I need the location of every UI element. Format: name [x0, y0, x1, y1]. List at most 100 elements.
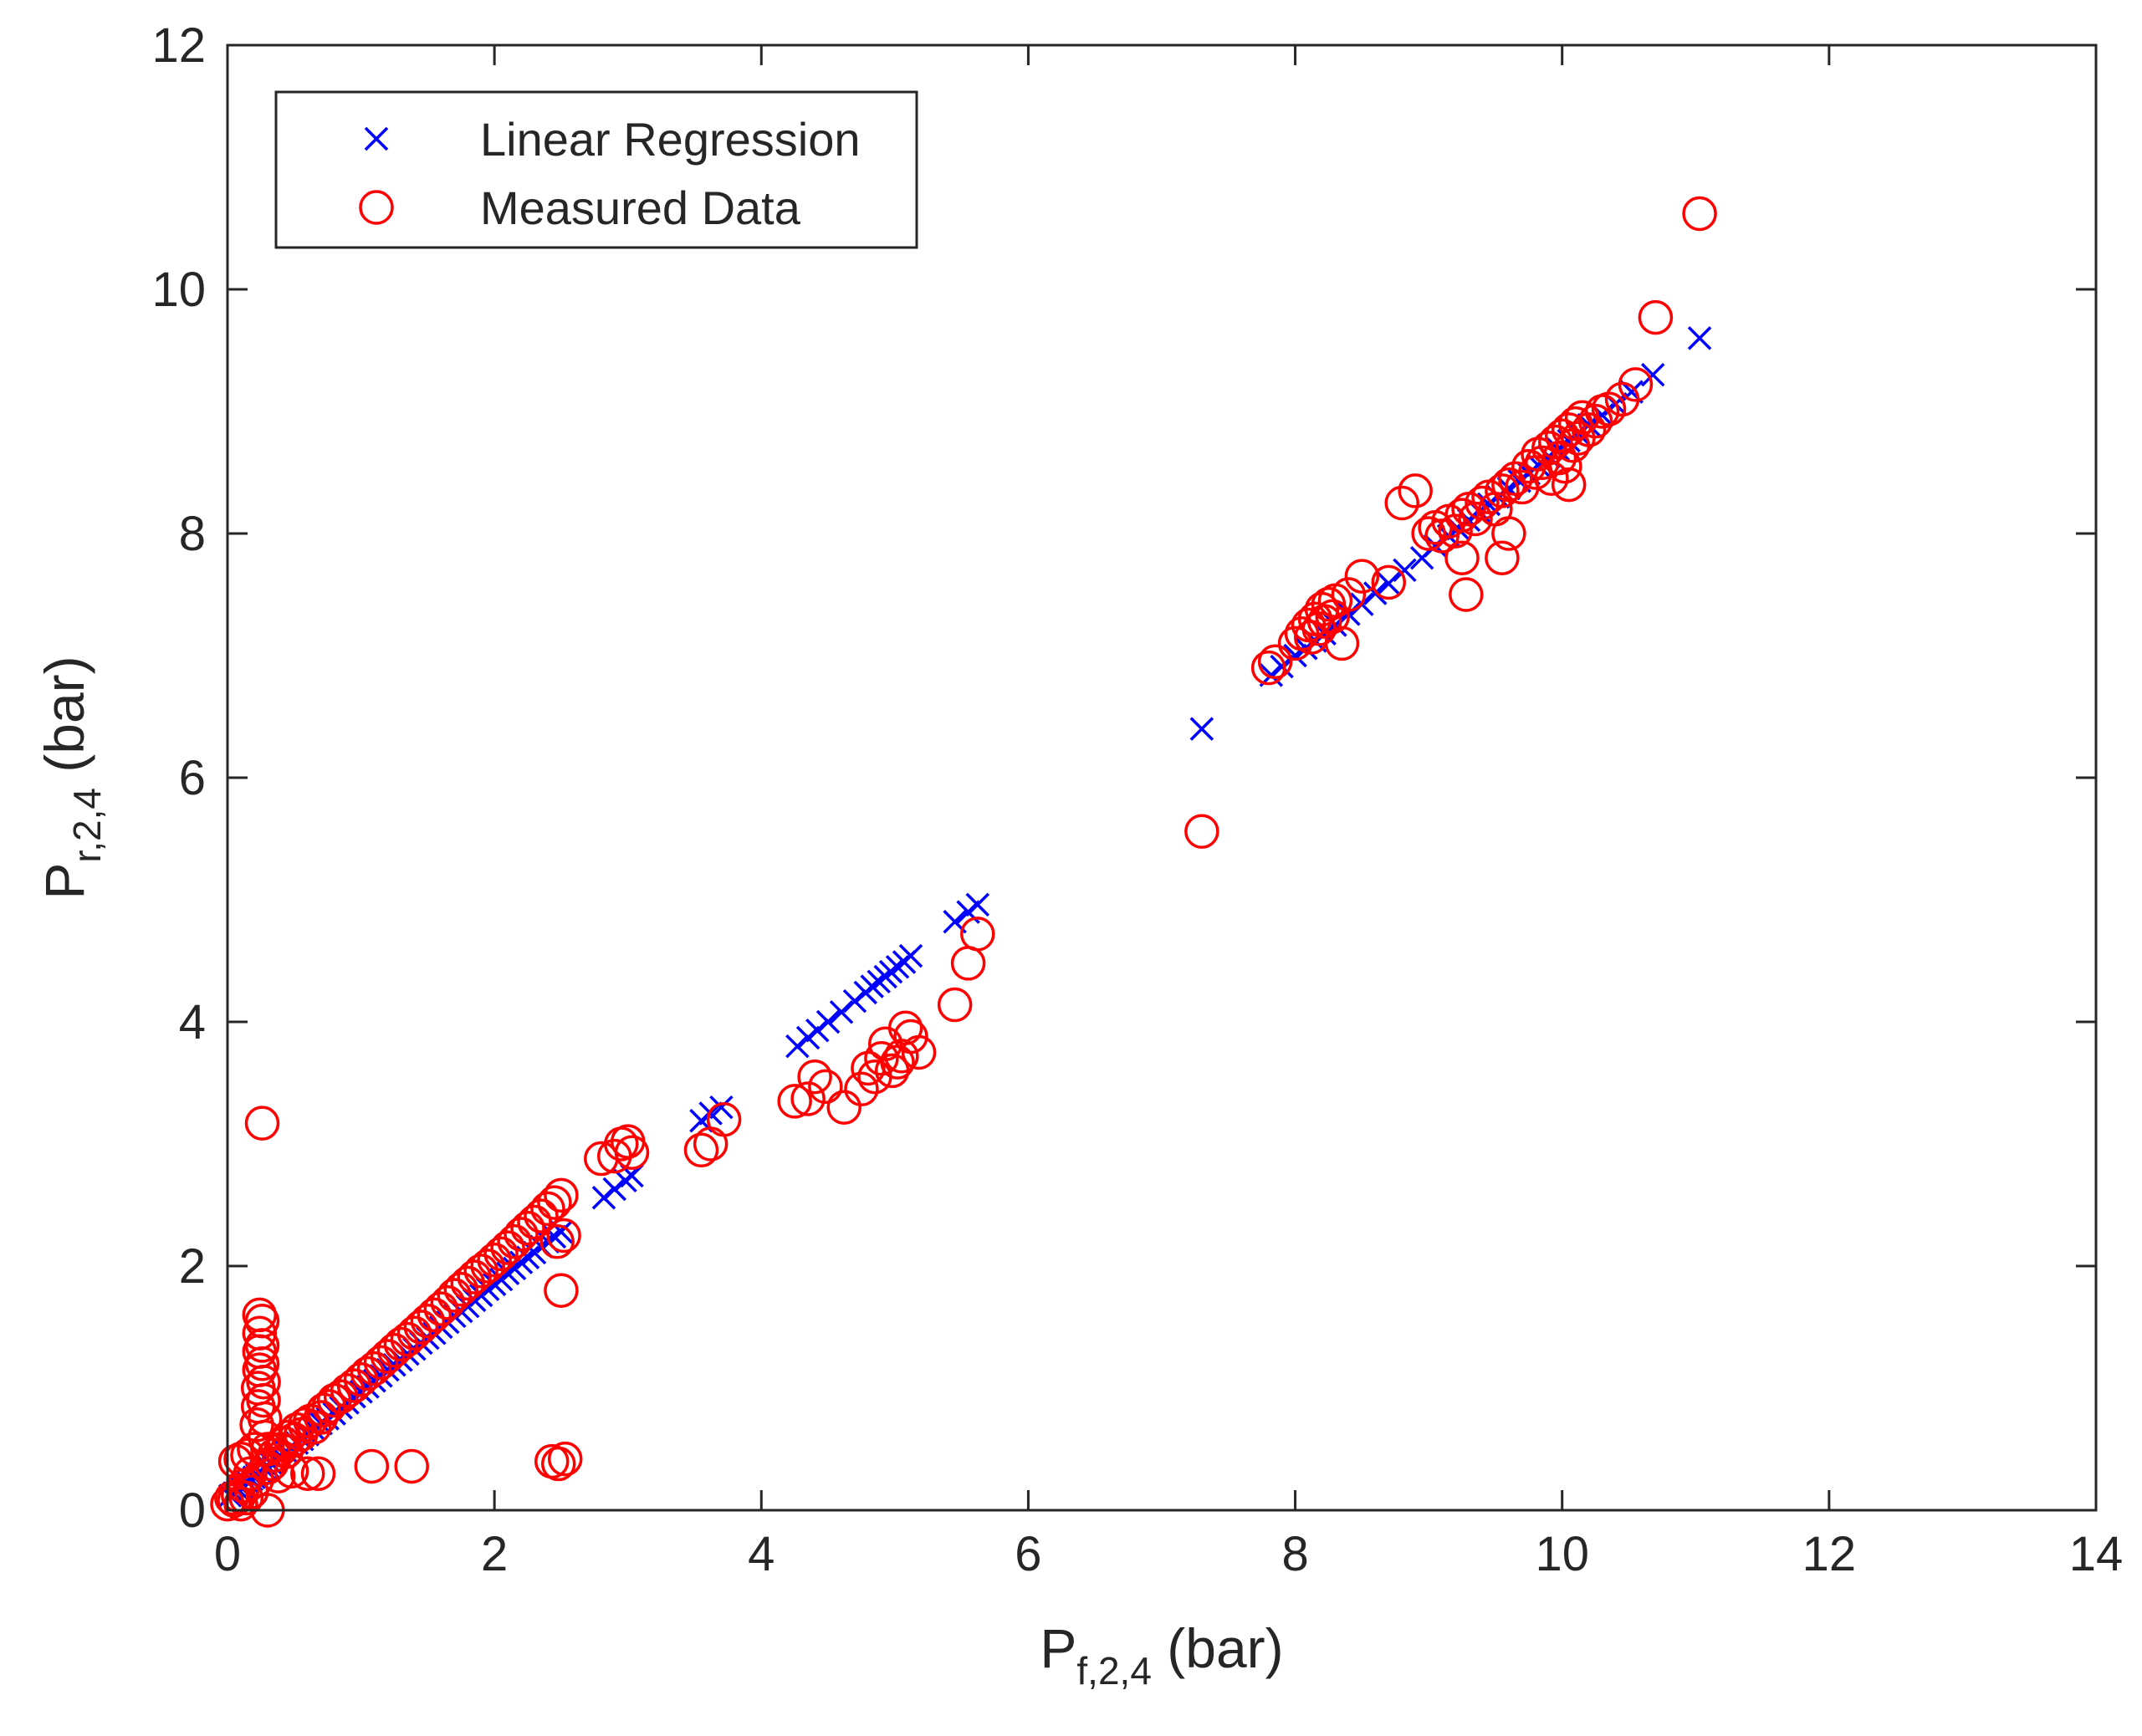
measured-point — [1331, 577, 1367, 612]
measured-point — [901, 1034, 937, 1070]
measured-point — [1444, 498, 1480, 533]
legend-label-measured-data: Measured Data — [480, 181, 801, 234]
measured-point — [246, 1364, 281, 1400]
x-tick-label: 12 — [1802, 1527, 1857, 1581]
measured-point — [356, 1351, 392, 1386]
y-axis-title-main: P — [33, 863, 95, 900]
measured-point — [1184, 814, 1219, 849]
measured-point — [306, 1392, 341, 1428]
measured-point — [808, 1069, 843, 1105]
regression-point — [591, 1186, 616, 1210]
measured-point — [230, 1437, 265, 1473]
regression-point — [805, 1018, 830, 1043]
tick-labels-layer: 0 2 4 6 8 10 12 14 0 2 4 6 8 10 12 — [151, 18, 2123, 1581]
x-tick-label: 6 — [1015, 1527, 1041, 1581]
y-tick-label: 12 — [151, 18, 206, 73]
measured-point — [390, 1321, 426, 1357]
measured-point — [960, 917, 995, 952]
regression-point — [815, 1009, 841, 1034]
measured-point — [497, 1224, 532, 1259]
measured-point — [430, 1285, 466, 1320]
measured-point — [1398, 473, 1433, 508]
measured-point — [539, 1224, 575, 1259]
measured-point — [844, 1071, 879, 1107]
y-tick-label: 2 — [179, 1239, 206, 1294]
legend-o-marker — [359, 190, 394, 225]
y-tick-label: 4 — [179, 995, 206, 1049]
measured-point — [777, 1084, 812, 1119]
y-tick-label: 6 — [179, 751, 206, 805]
measured-point — [350, 1356, 386, 1391]
ticks-layer — [226, 43, 2098, 1512]
measured-point — [1638, 299, 1674, 335]
measured-point — [1551, 412, 1587, 447]
measured-point — [864, 1041, 899, 1076]
regression-point — [1393, 558, 1417, 583]
x-tick-label: 4 — [748, 1527, 774, 1581]
legend-marker-linear-regression — [364, 126, 389, 151]
measured-point — [1498, 461, 1533, 497]
measured-point — [437, 1278, 473, 1313]
y-tick-label: 8 — [179, 507, 206, 561]
measured-point — [1577, 403, 1613, 439]
measured-point — [683, 1132, 719, 1168]
measured-point — [477, 1242, 512, 1278]
measured-point — [244, 1303, 280, 1339]
x-axis-title: Pf,2,4 (bar) — [1040, 1617, 1283, 1693]
measured-point — [403, 1310, 439, 1345]
y-axis-title-subscript: r,2,4 — [65, 788, 109, 863]
measured-point — [1547, 448, 1582, 484]
regression-point — [898, 943, 923, 968]
measured-point — [1344, 559, 1380, 594]
measured-point — [490, 1230, 525, 1265]
measured-point — [790, 1081, 826, 1116]
measured-point — [1257, 644, 1293, 680]
measured-point — [376, 1332, 412, 1368]
measured-point — [443, 1271, 478, 1307]
measured-point — [228, 1480, 264, 1516]
measured-point — [410, 1303, 446, 1339]
legend-marker-measured-data — [359, 190, 394, 225]
measured-point — [394, 1448, 429, 1484]
measured-point — [1411, 516, 1446, 551]
measured-point — [1306, 604, 1342, 639]
legend-x-marker — [364, 126, 389, 151]
measured-point — [1444, 540, 1480, 575]
measured-point — [1324, 625, 1360, 661]
x-axis-title-unit: (bar) — [1152, 1617, 1284, 1679]
regression-point — [1640, 362, 1665, 387]
measured-point — [504, 1217, 539, 1252]
measured-point — [1449, 577, 1484, 612]
measured-point — [1485, 540, 1520, 575]
measured-point — [343, 1362, 379, 1397]
regression-point — [785, 1034, 810, 1059]
measured-point — [524, 1198, 559, 1233]
measured-point — [354, 1448, 390, 1484]
measured-point — [544, 1177, 579, 1213]
measured-point — [1384, 485, 1419, 521]
measured-point — [1485, 473, 1520, 508]
measured-point — [510, 1210, 545, 1246]
measured-point — [457, 1259, 492, 1294]
measured-point — [330, 1373, 366, 1408]
x-tick-label: 2 — [481, 1527, 508, 1581]
y-tick-label: 10 — [151, 263, 206, 317]
x-axis-title-main: P — [1040, 1617, 1076, 1679]
measured-point — [1534, 461, 1569, 497]
measured-point — [1371, 564, 1407, 600]
measured-point — [383, 1326, 419, 1362]
measured-point — [517, 1204, 552, 1240]
series-layer — [210, 196, 1717, 1528]
measured-point — [1571, 412, 1607, 447]
regression-point — [965, 892, 990, 917]
measured-point — [223, 1486, 258, 1522]
measured-point — [1537, 424, 1573, 460]
measured-point — [246, 1382, 281, 1418]
y-axis-title-unit: (bar) — [33, 656, 95, 788]
measured-point — [323, 1379, 359, 1414]
measured-point — [244, 1105, 280, 1141]
measured-point — [1250, 650, 1286, 686]
measured-point — [797, 1059, 832, 1095]
measured-point — [614, 1135, 650, 1170]
